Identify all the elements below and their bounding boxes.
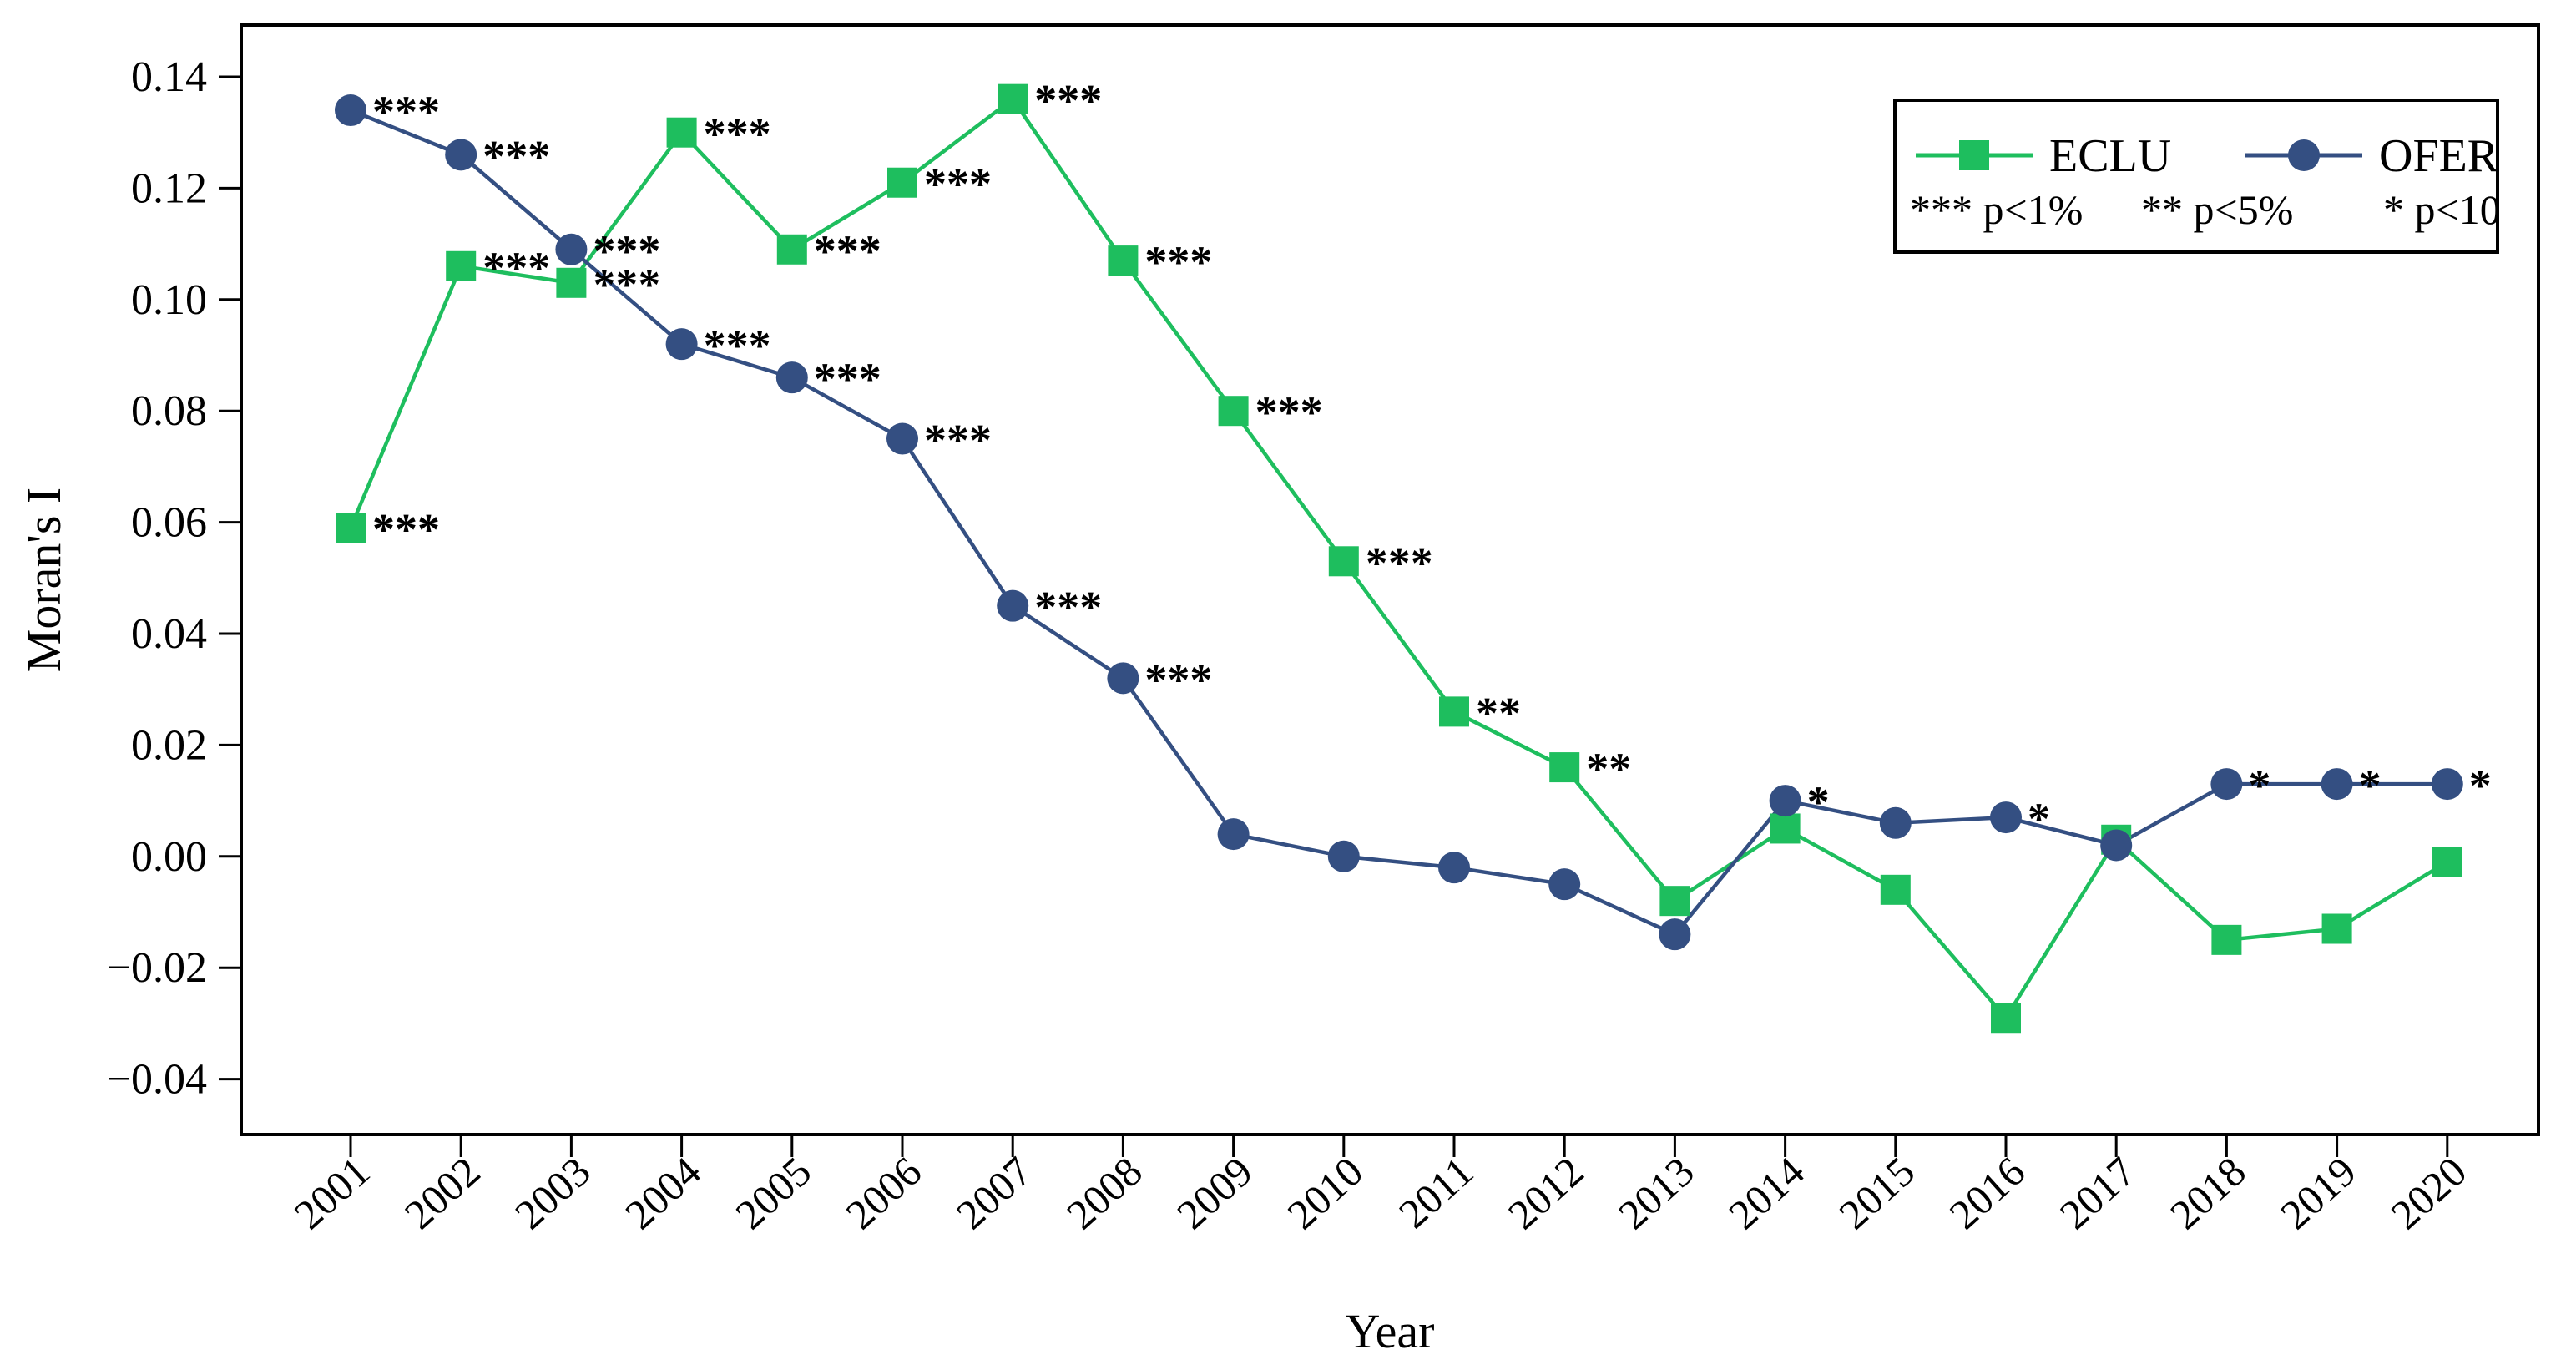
significance-label-eclu-2009: *** — [1255, 387, 1323, 437]
significance-label-ofer-2008: *** — [1144, 655, 1212, 705]
data-point-ofer-2011 — [1438, 852, 1470, 884]
data-point-eclu-2008 — [1108, 245, 1139, 276]
significance-label-ofer-2018: * — [2248, 761, 2270, 811]
significance-label-eclu-2001: *** — [372, 504, 440, 554]
data-point-ofer-2008 — [1107, 662, 1139, 695]
y-axis-tick-label: 0.04 — [131, 610, 207, 658]
data-point-eclu-2020 — [2432, 847, 2462, 877]
y-axis-tick-label: 0.00 — [131, 833, 207, 881]
significance-label-eclu-2002: *** — [482, 243, 550, 293]
data-point-ofer-2020 — [2431, 768, 2463, 801]
legend-label-ofer: OFER — [2379, 130, 2499, 182]
significance-label-ofer-2019: * — [2359, 761, 2382, 811]
data-point-eclu-2002 — [446, 250, 477, 281]
data-point-ofer-2005 — [775, 361, 808, 394]
significance-label-ofer-2001: *** — [372, 87, 440, 137]
plot-frame — [240, 23, 2540, 1136]
data-point-ofer-2004 — [665, 328, 698, 361]
y-axis-tick-label: 0.08 — [131, 387, 207, 435]
legend-note-p10: * p<10 — [2383, 186, 2501, 233]
series-line-ofer — [350, 108, 2447, 937]
significance-label-ofer-2004: *** — [704, 321, 771, 371]
data-point-eclu-2012 — [1549, 752, 1580, 783]
data-point-ofer-2016 — [1990, 801, 2022, 834]
data-point-eclu-2003 — [556, 267, 587, 298]
significance-label-ofer-2014: * — [1807, 777, 1830, 827]
y-axis-tick-label: 0.10 — [131, 276, 207, 324]
significance-label-ofer-2016: * — [2028, 794, 2050, 844]
significance-label-ofer-2003: *** — [593, 226, 660, 276]
data-point-ofer-2018 — [2210, 768, 2243, 801]
data-point-eclu-2005 — [776, 234, 807, 265]
y-axis-tick-label: −0.02 — [107, 944, 207, 992]
data-point-eclu-2015 — [1880, 874, 1911, 905]
y-axis-tick-label: 0.06 — [131, 499, 207, 547]
x-axis-title: Year — [1346, 1304, 1435, 1358]
significance-label-ofer-2006: *** — [924, 416, 992, 466]
significance-label-eclu-2012: ** — [1586, 744, 1631, 794]
data-point-eclu-2004 — [666, 117, 697, 148]
y-axis-tick-label: 0.02 — [131, 721, 207, 769]
y-axis-tick-label: 0.14 — [131, 53, 207, 101]
legend-marker-ofer — [2288, 139, 2320, 171]
data-point-ofer-2013 — [1659, 918, 1691, 951]
data-point-eclu-2019 — [2321, 913, 2352, 944]
data-point-eclu-2009 — [1218, 396, 1249, 427]
significance-label-ofer-2007: *** — [1034, 583, 1102, 633]
data-point-ofer-2015 — [1879, 806, 1912, 839]
data-point-eclu-2006 — [887, 167, 917, 198]
data-point-eclu-2016 — [1991, 1003, 2021, 1034]
data-point-eclu-2011 — [1439, 696, 1469, 727]
data-point-ofer-2002 — [445, 139, 477, 171]
data-point-ofer-2019 — [2321, 768, 2353, 801]
legend-note-p1: *** p<1% — [1910, 186, 2083, 233]
significance-label-eclu-2003: *** — [593, 260, 660, 310]
data-point-eclu-2010 — [1328, 546, 1359, 577]
legend-note-p5: ** p<5% — [2141, 186, 2293, 233]
legend-marker-eclu — [1959, 140, 1989, 170]
significance-label-ofer-2005: *** — [814, 354, 881, 404]
significance-label-eclu-2011: ** — [1476, 688, 1521, 738]
data-point-eclu-2007 — [998, 83, 1028, 114]
significance-label-eclu-2007: *** — [1034, 76, 1102, 126]
series-line-eclu — [348, 96, 2448, 1022]
significance-label-eclu-2006: *** — [924, 159, 992, 210]
significance-label-eclu-2008: *** — [1144, 237, 1212, 287]
data-point-ofer-2003 — [555, 233, 588, 265]
data-point-ofer-2010 — [1327, 840, 1360, 872]
significance-label-ofer-2020: * — [2469, 761, 2492, 811]
legend-label-eclu: ECLU — [2049, 130, 2171, 182]
data-point-ofer-2006 — [886, 422, 918, 455]
data-point-ofer-2014 — [1769, 785, 1801, 817]
y-axis-title: Moran's I — [17, 488, 71, 672]
data-point-eclu-2018 — [2211, 924, 2242, 955]
y-axis-tick-label: 0.12 — [131, 164, 207, 212]
significance-label-eclu-2005: *** — [814, 226, 881, 276]
significance-label-eclu-2004: *** — [704, 109, 771, 159]
significance-label-eclu-2010: *** — [1366, 538, 1433, 588]
y-axis-tick-label: −0.04 — [107, 1056, 207, 1104]
data-point-eclu-2013 — [1659, 886, 1690, 917]
data-point-ofer-2012 — [1548, 868, 1581, 901]
data-point-ofer-2007 — [997, 589, 1029, 622]
data-point-ofer-2001 — [335, 94, 366, 127]
data-point-eclu-2001 — [336, 513, 366, 543]
data-point-ofer-2017 — [2100, 829, 2133, 862]
significance-label-ofer-2002: *** — [482, 131, 550, 181]
data-point-ofer-2009 — [1217, 818, 1250, 851]
data-point-eclu-2014 — [1770, 813, 1801, 844]
legend-box — [1893, 99, 2499, 254]
